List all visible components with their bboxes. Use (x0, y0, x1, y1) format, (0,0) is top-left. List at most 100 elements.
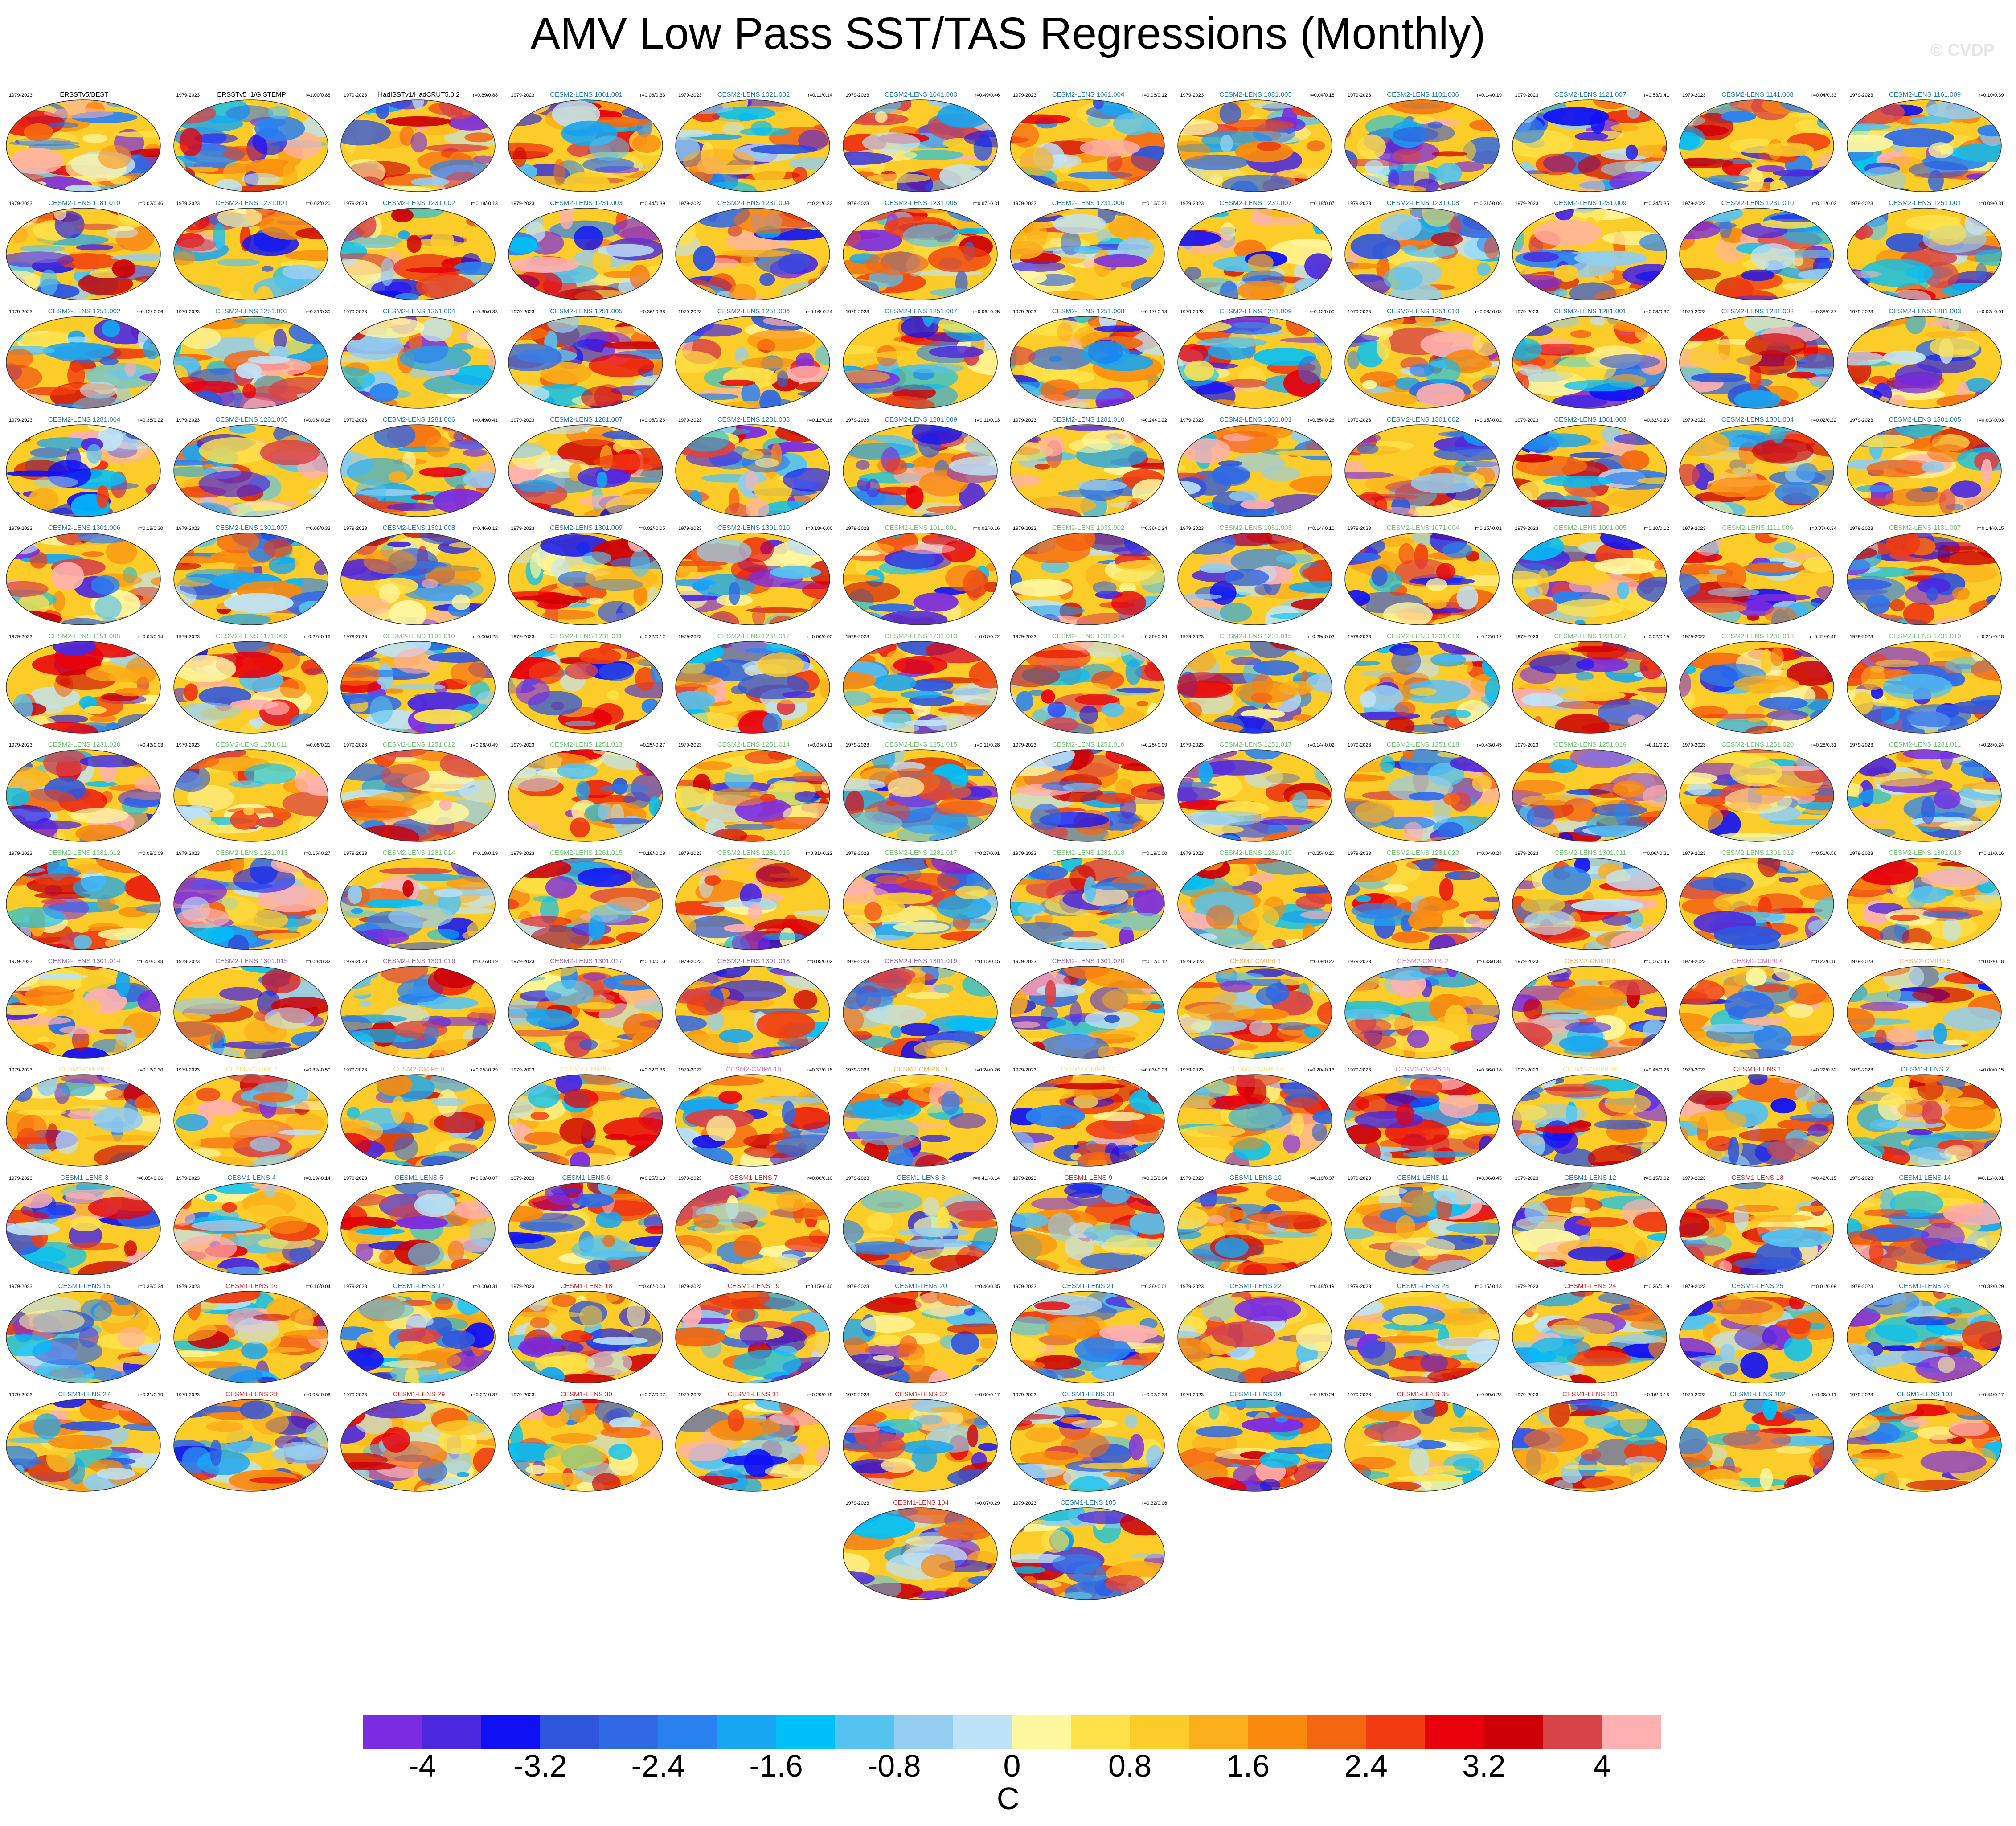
panel-period: 1979-2023 (1515, 1067, 1539, 1073)
colorbar-tick-label: -1.6 (749, 1748, 803, 1783)
regression-map (842, 1074, 998, 1167)
regression-map (1010, 966, 1165, 1059)
regression-map (1846, 208, 2002, 300)
regression-map (340, 316, 496, 409)
panel-title: CESM2-LENS 1301.017 (550, 957, 623, 965)
panel-title: CESM2-LENS 1231.016 (1386, 632, 1459, 640)
panel-title: CESM2-LENS 1301.013 (1889, 849, 1961, 857)
regression-map (1177, 1182, 1332, 1275)
panel-title: CESM1-LENS 102 (1729, 1391, 1786, 1398)
panel-period: 1979-2023 (344, 1067, 367, 1073)
map-panel: 1979-2023 CESM2-LENS 1301.005 r=0.00/-0.03 (1844, 414, 2006, 521)
panel-period: 1979-2023 (1013, 1392, 1037, 1398)
map-panel: 1979-2023 CESM1-LENS 25 r=0.01/0.09 (1677, 1280, 1838, 1387)
map-panel: 1979-2023 CESM2-LENS 1251.011 r=0.08/0.21 (171, 739, 332, 846)
colorbar-swatch (1602, 1715, 1661, 1749)
map-panel: 1979-2023 CESM2-LENS 1231.012 r=0.06/0.00 (673, 631, 834, 738)
panel-pattern-correlation: r=0.20/-0.13 (1307, 1067, 1335, 1073)
panel-title: CESM2-LENS 1231.013 (885, 632, 957, 640)
panel-period: 1979-2023 (1849, 1392, 1873, 1398)
panel-pattern-correlation: r=0.10/0.12 (1644, 526, 1669, 531)
panel-pattern-correlation: r=0.24/0.35 (1644, 201, 1669, 206)
map-panel: 1979-2023 CESM2-LENS 1111.006 r=0.07/-0.34 (1677, 522, 1838, 629)
panel-period: 1979-2023 (1180, 851, 1204, 856)
panel-period: 1979-2023 (845, 1284, 869, 1289)
regression-map (1177, 316, 1332, 409)
panel-pattern-correlation: r=0.02/-0.16 (973, 526, 1000, 531)
regression-map (6, 424, 161, 517)
panel-title: CESM2-LENS 1131.007 (1889, 524, 1961, 532)
panel-period: 1979-2023 (1013, 851, 1037, 856)
regression-map (340, 1074, 496, 1167)
regression-map (1010, 1507, 1165, 1600)
regression-map (1512, 1399, 1667, 1492)
panel-title: CESM1-LENS 17 (393, 1282, 445, 1290)
panel-period: 1979-2023 (1180, 93, 1204, 98)
panel-title: CESM2-CMIP6 1 (1229, 957, 1282, 965)
map-panel: 1979-2023 ERSSTv5/BEST (4, 89, 165, 196)
regression-map (1344, 1399, 1500, 1492)
panel-period: 1979-2023 (1515, 418, 1539, 423)
panel-pattern-correlation: r=0.02/0.22 (1811, 418, 1836, 423)
panel-period: 1979-2023 (1515, 743, 1539, 748)
panel-title: CESM1-LENS 28 (225, 1391, 278, 1398)
panel-period: 1979-2023 (344, 959, 367, 964)
map-panel: 1979-2023 CESM2-LENS 1301.003 r=0.32/-0.23 (1510, 414, 1671, 521)
panel-title: CESM2-CMIP6 16 (1562, 1066, 1618, 1073)
panel-pattern-correlation: r=0.03/-0.07 (471, 1176, 498, 1181)
panel-period: 1979-2023 (1849, 526, 1873, 531)
panel-period: 1979-2023 (678, 1176, 702, 1181)
map-panel: 1979-2023 CESM2-LENS 1101.006 r=0.14/0.19 (1342, 89, 1504, 196)
regression-map (1010, 533, 1165, 625)
panel-title: CESM2-LENS 1301.011 (1554, 849, 1627, 857)
map-panel: 1979-2023 CESM2-LENS 1301.006 r=0.18/0.30 (4, 522, 165, 629)
panel-period: 1979-2023 (845, 743, 869, 748)
panel-period: 1979-2023 (1849, 959, 1873, 964)
map-panel: 1979-2023 CESM1-LENS 8 r=0.41/-0.14 (840, 1172, 1002, 1279)
regression-map (1846, 1291, 2002, 1383)
panel-pattern-correlation: r=0.11/0.13 (975, 418, 1000, 423)
map-panel: 1979-2023 CESM2-LENS 1301.019 r=0.15/0.45 (840, 956, 1002, 1063)
map-panel: 1979-2023 CESM2-LENS 1041.003 r=0.49/0.46 (840, 89, 1002, 196)
regression-map (1679, 1182, 1834, 1275)
panel-period: 1979-2023 (1180, 309, 1204, 315)
map-panel: 1979-2023 CESM2-LENS 1231.020 r=0.43/0.03 (4, 739, 165, 846)
panel-period: 1979-2023 (1849, 93, 1873, 98)
panel-period: 1979-2023 (511, 959, 535, 964)
panel-period: 1979-2023 (511, 1067, 535, 1073)
panel-pattern-correlation: r=0.06/-0.21 (1642, 851, 1669, 856)
panel-title: CESM2-LENS 1251.016 (1052, 741, 1125, 748)
panel-title: CESM2-LENS 1081.005 (1219, 91, 1292, 98)
panel-pattern-correlation: r=0.02/0.19 (1644, 634, 1669, 640)
regression-map (340, 641, 496, 734)
panel-period: 1979-2023 (1348, 93, 1371, 98)
panel-period: 1979-2023 (678, 851, 702, 856)
panel-pattern-correlation: r=0.15/-0.40 (806, 1284, 832, 1289)
panel-pattern-correlation: r=0.00/0.10 (807, 1176, 832, 1181)
panel-pattern-correlation: r=0.46/-0.00 (638, 1284, 665, 1289)
panel-pattern-correlation: r=0.16/0.04 (305, 1284, 331, 1289)
map-panel: 1979-2023 CESM2-LENS 1251.007 r=0.06/-0.25 (840, 306, 1002, 413)
panel-title: CESM2-LENS 1251.020 (1721, 741, 1794, 748)
map-panel: 1979-2023 CESM1-LENS 5 r=0.03/-0.07 (338, 1172, 500, 1279)
panel-pattern-correlation: r=0.19/0.00 (1142, 851, 1167, 856)
panel-pattern-correlation: r=0.06/-0.26 (303, 418, 331, 423)
panel-period: 1979-2023 (344, 851, 367, 856)
regression-map (6, 749, 161, 842)
panel-period: 1979-2023 (845, 634, 869, 640)
panel-title: CESM1-LENS 19 (727, 1282, 780, 1290)
panel-title: CESM2-LENS 1281.020 (1386, 849, 1459, 857)
panel-period: 1979-2023 (344, 526, 367, 531)
regression-map (508, 424, 663, 517)
panel-period: 1979-2023 (678, 201, 702, 206)
map-panel: 1979-2023 CESM2-LENS 1301.008 r=0.46/0.12 (338, 522, 500, 629)
map-panel: 1979-2023 CESM2-LENS 1231.002 r=0.18/-0.13 (338, 197, 500, 304)
colorbar-tick-label: 3.2 (1462, 1748, 1506, 1783)
panel-pattern-correlation: r=0.49/0.46 (975, 93, 1000, 98)
panel-period: 1979-2023 (1180, 201, 1204, 206)
panel-title: CESM2-LENS 1111.006 (1722, 524, 1793, 532)
panel-title: CESM1-LENS 33 (1062, 1391, 1115, 1398)
panel-title: CESM2-LENS 1231.004 (717, 199, 790, 207)
map-panel: 1979-2023 CESM2-CMIP6 3 r=0.06/0.45 (1510, 956, 1671, 1063)
